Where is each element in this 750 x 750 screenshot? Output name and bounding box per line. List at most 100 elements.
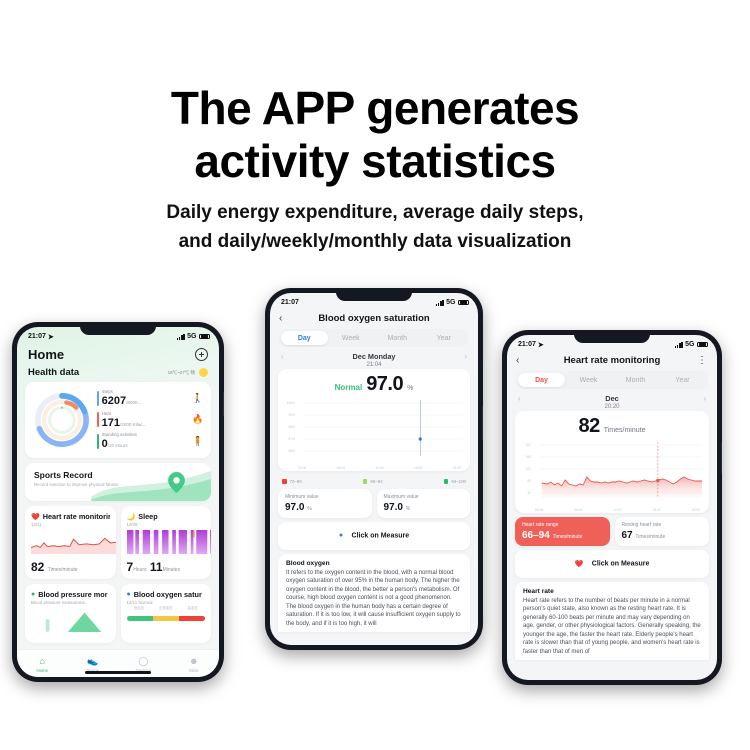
sports-record-card[interactable]: Sports Record Record exercise to improve… xyxy=(25,463,211,501)
tab-year[interactable]: Year xyxy=(436,334,451,342)
network-label: 5G xyxy=(446,299,456,306)
tab-day[interactable]: Day xyxy=(281,331,328,345)
svg-text:98%: 98% xyxy=(289,425,295,429)
tab-mine[interactable]: ☻ Mine xyxy=(169,656,220,673)
chevron-left-icon[interactable]: ‹ xyxy=(279,313,283,324)
next-date-icon[interactable]: › xyxy=(464,352,467,361)
stat-maximum: Maximum value 97.0 % xyxy=(376,489,470,518)
card-blood-pressure[interactable]: ● Blood pressure mor Blood pressure meas… xyxy=(25,584,116,643)
article-body: It refers to the oxygen content in the b… xyxy=(286,569,461,627)
x-tick: 12:00 xyxy=(613,508,622,512)
metric-value: 0 xyxy=(101,437,108,450)
stat-unit: Times/minute xyxy=(635,533,666,540)
prev-date-icon[interactable]: ‹ xyxy=(518,394,521,403)
heart-rate-stats-row: Heart rate range 66–94 Times/minute Rest… xyxy=(515,517,709,546)
home-icon: ⌂ xyxy=(39,655,45,666)
tab-week[interactable]: Week xyxy=(341,334,360,342)
spo2-article: Blood oxygen It refers to the oxygen con… xyxy=(278,553,470,633)
metric-label: Heat xyxy=(101,410,111,416)
bp-illustration xyxy=(45,612,102,632)
battery-icon xyxy=(199,333,210,340)
metric-value: 6207 xyxy=(101,395,127,408)
tab-month[interactable]: Month xyxy=(387,334,407,342)
health-cards-row-2: ● Blood pressure mor Blood pressure meas… xyxy=(25,584,211,643)
card-heart-rate[interactable]: ❤️ Heart rate monitorir 12/11 82 Times/m… xyxy=(25,506,116,579)
health-data-heading: Health data xyxy=(28,367,80,378)
heart-rate-unit: Times/minute xyxy=(603,427,646,434)
screen-title: Heart rate monitoring xyxy=(563,355,661,366)
metric-unit: /8000... xyxy=(126,400,142,406)
tab-home[interactable]: ⌂ Home xyxy=(17,655,68,673)
heart-rate-plot: 200 160 120 80 40 xyxy=(526,442,702,498)
heart-rate-chart: 200 160 120 80 40 00:00 06:00 12:00 18: xyxy=(522,440,702,512)
card-date: 12/09 xyxy=(126,522,138,527)
spo2-x-axis: 00:00 06:00 12:00 18:00 24:00 xyxy=(285,465,463,470)
period-segmented-control: Day Week Month Year xyxy=(279,329,469,347)
home-indicator xyxy=(85,671,151,674)
status-bar: 21:07 5G xyxy=(270,293,478,310)
sports-record-desc: Record exercise to improve physical fitn… xyxy=(34,482,119,487)
phone-notch xyxy=(80,322,156,335)
stat-unit: % xyxy=(307,505,312,512)
svg-text:160: 160 xyxy=(526,455,531,459)
card-sleep[interactable]: 🌙 Sleep 12/09 xyxy=(120,506,211,579)
status-bar: 21:07 ➤ 5G xyxy=(507,335,717,352)
location-pin-icon xyxy=(168,472,185,493)
svg-text:80: 80 xyxy=(527,479,531,483)
tab-day[interactable]: Day xyxy=(518,373,565,387)
heart-rate-value: 82 xyxy=(578,415,600,437)
tab-devices[interactable]: ◯ Devices xyxy=(118,656,169,673)
legend-item: 94–100 xyxy=(443,479,466,484)
date-navigator: ‹ Dec Monday › xyxy=(270,352,478,362)
tab-year[interactable]: Year xyxy=(675,376,690,384)
svg-text:100%: 100% xyxy=(287,401,295,405)
measure-button[interactable]: ● Click on Measure xyxy=(278,521,470,550)
activity-rings-card[interactable]: Steps 6207/8000... 🚶 Heat 171/2000 Kilac… xyxy=(25,382,211,458)
x-tick: 06:00 xyxy=(336,466,345,470)
stat-unit: Times/minute xyxy=(552,533,583,540)
card-title: Sleep xyxy=(138,512,158,521)
chevron-left-icon[interactable]: ‹ xyxy=(516,355,520,366)
tab-label: Mine xyxy=(189,667,199,673)
status-time: 21:07 xyxy=(28,333,46,340)
legend-label: 90–94 xyxy=(370,479,383,484)
metric-value: 171 xyxy=(101,416,120,429)
phone-notch xyxy=(574,330,650,343)
stat-value: 97.0 xyxy=(383,501,403,513)
current-date: Dec Monday xyxy=(352,352,396,361)
range-label: 低血压 xyxy=(133,606,145,610)
card-unit-min: Minutes xyxy=(162,567,181,573)
tab-sports[interactable]: 👟 Sports xyxy=(68,655,119,673)
card-title: Blood oxygen satur xyxy=(133,590,202,599)
moon-icon: 🌙 xyxy=(126,513,136,521)
tab-label: Sports xyxy=(86,667,99,673)
period-segmented-control: Day Week Month Year xyxy=(516,371,708,389)
measure-button[interactable]: ❤️ Click on Measure xyxy=(515,549,709,578)
status-time: 21:07 xyxy=(518,341,536,348)
add-icon[interactable] xyxy=(195,348,208,361)
stat-value: 67 xyxy=(621,529,633,541)
article-body: Heart rate refers to the number of beats… xyxy=(523,597,701,655)
power-button xyxy=(482,406,483,440)
home-title: Home xyxy=(28,347,65,362)
route-illustration xyxy=(91,471,211,501)
page-subtitle: Daily energy expenditure, average daily … xyxy=(0,198,750,257)
phone-right-heart-rate: 21:07 ➤ 5G ‹ Heart rate monitoring ⋮ Day… xyxy=(502,330,722,685)
card-blood-oxygen[interactable]: ● Blood oxygen satur 12/11 Normal 低血压 正常… xyxy=(120,584,211,643)
metric-heat: Heat 171/2000 Kilac... 🔥 xyxy=(97,411,203,429)
metric-steps: Steps 6207/8000... 🚶 xyxy=(97,389,203,407)
heart-icon: ❤️ xyxy=(574,560,584,568)
tab-week[interactable]: Week xyxy=(579,376,598,384)
article-title: Blood oxygen xyxy=(286,559,330,567)
kebab-menu-icon[interactable]: ⋮ xyxy=(697,355,707,366)
next-date-icon[interactable]: › xyxy=(703,394,706,403)
stat-heart-rate-range: Heart rate range 66–94 Times/minute xyxy=(515,517,610,546)
svg-text:96%: 96% xyxy=(289,449,295,453)
card-date: 12/11 Normal xyxy=(126,600,153,605)
status-time: 21:07 xyxy=(281,299,299,306)
tab-month[interactable]: Month xyxy=(625,376,646,384)
prev-date-icon[interactable]: ‹ xyxy=(281,352,284,361)
phone-left-home: 21:07 ➤ 5G Home Health data 18℃~27℃ 晴 xyxy=(12,322,224,682)
tab-label: Home xyxy=(36,667,48,673)
shoe-icon: 👟 xyxy=(87,655,99,666)
